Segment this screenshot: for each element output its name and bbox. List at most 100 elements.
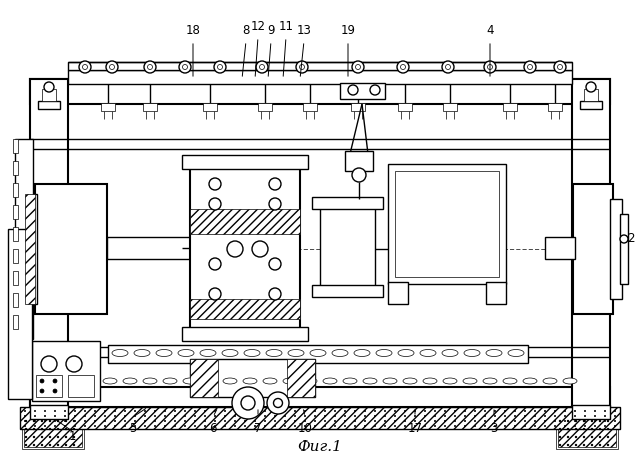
Circle shape — [454, 410, 456, 412]
Circle shape — [214, 420, 216, 422]
Ellipse shape — [222, 349, 238, 357]
Circle shape — [294, 425, 296, 427]
Text: 2: 2 — [627, 233, 635, 246]
Circle shape — [244, 410, 246, 412]
Circle shape — [344, 425, 346, 427]
Circle shape — [104, 410, 106, 412]
Circle shape — [154, 415, 156, 417]
Circle shape — [164, 415, 166, 417]
Circle shape — [384, 425, 386, 427]
Circle shape — [591, 420, 593, 422]
Ellipse shape — [223, 378, 237, 384]
Circle shape — [599, 420, 601, 422]
Circle shape — [164, 410, 166, 412]
Circle shape — [370, 85, 380, 95]
Circle shape — [154, 410, 156, 412]
Circle shape — [53, 389, 57, 393]
Circle shape — [104, 420, 106, 422]
Circle shape — [134, 420, 136, 422]
Circle shape — [564, 425, 566, 427]
Ellipse shape — [143, 378, 157, 384]
Ellipse shape — [266, 349, 282, 357]
Circle shape — [534, 420, 536, 422]
Circle shape — [94, 425, 96, 427]
Circle shape — [194, 425, 196, 427]
Circle shape — [594, 415, 596, 417]
Circle shape — [414, 410, 416, 412]
Bar — [24, 411, 82, 447]
Circle shape — [294, 420, 296, 422]
Circle shape — [284, 415, 286, 417]
Bar — [312, 285, 383, 297]
Circle shape — [73, 436, 76, 438]
Circle shape — [424, 410, 426, 412]
Bar — [203, 103, 217, 111]
Circle shape — [604, 420, 606, 422]
Circle shape — [334, 410, 336, 412]
Ellipse shape — [112, 349, 128, 357]
Circle shape — [534, 425, 536, 427]
Circle shape — [534, 410, 536, 412]
Circle shape — [184, 415, 186, 417]
Circle shape — [134, 410, 136, 412]
Circle shape — [94, 410, 96, 412]
Circle shape — [527, 65, 532, 69]
Bar — [13, 293, 18, 307]
Circle shape — [474, 410, 476, 412]
Circle shape — [344, 410, 346, 412]
Circle shape — [604, 425, 606, 427]
Circle shape — [559, 420, 561, 422]
Circle shape — [564, 415, 566, 417]
Circle shape — [354, 425, 356, 427]
Circle shape — [474, 425, 476, 427]
Circle shape — [65, 436, 67, 438]
Ellipse shape — [123, 378, 137, 384]
Bar — [13, 183, 18, 197]
Circle shape — [284, 420, 286, 422]
Bar — [573, 184, 613, 314]
Text: 12: 12 — [250, 20, 266, 33]
Circle shape — [524, 420, 526, 422]
Circle shape — [57, 444, 60, 446]
Circle shape — [204, 415, 206, 417]
Circle shape — [296, 61, 308, 73]
Circle shape — [464, 420, 466, 422]
Circle shape — [614, 425, 616, 427]
Circle shape — [184, 410, 186, 412]
Circle shape — [66, 356, 82, 372]
Ellipse shape — [323, 378, 337, 384]
Bar — [30, 405, 68, 419]
Circle shape — [583, 436, 585, 438]
Bar — [584, 89, 598, 101]
Circle shape — [334, 415, 336, 417]
Circle shape — [84, 410, 86, 412]
Circle shape — [54, 425, 56, 427]
Circle shape — [554, 61, 566, 73]
Circle shape — [41, 436, 44, 438]
Bar — [320, 206, 375, 291]
Circle shape — [314, 420, 316, 422]
Circle shape — [194, 415, 196, 417]
Circle shape — [154, 425, 156, 427]
Ellipse shape — [563, 378, 577, 384]
Circle shape — [354, 410, 356, 412]
Circle shape — [57, 420, 60, 422]
Circle shape — [324, 415, 326, 417]
Circle shape — [184, 425, 186, 427]
Ellipse shape — [310, 349, 326, 357]
Bar — [312, 197, 383, 209]
Circle shape — [324, 425, 326, 427]
Text: 6: 6 — [209, 422, 217, 435]
Circle shape — [114, 425, 116, 427]
Bar — [68, 62, 572, 70]
Circle shape — [134, 425, 136, 427]
Circle shape — [364, 425, 366, 427]
Circle shape — [504, 425, 506, 427]
Ellipse shape — [243, 378, 257, 384]
Bar — [36, 375, 62, 397]
Ellipse shape — [332, 349, 348, 357]
Circle shape — [524, 425, 526, 427]
Circle shape — [614, 410, 616, 412]
Circle shape — [352, 168, 366, 182]
Circle shape — [264, 415, 266, 417]
